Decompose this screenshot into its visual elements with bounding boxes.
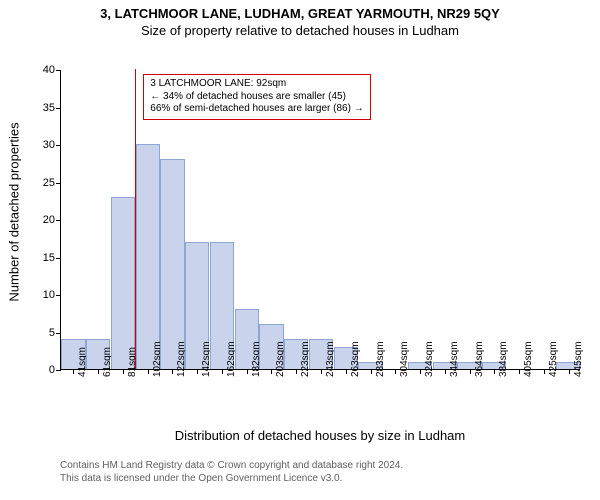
x-tick-mark (271, 369, 272, 374)
y-tick-mark (56, 220, 61, 221)
histogram-bar (160, 159, 184, 369)
x-tick-mark (197, 369, 198, 374)
x-tick-mark (346, 369, 347, 374)
x-tick-mark (470, 369, 471, 374)
annotation-box: 3 LATCHMOOR LANE: 92sqm← 34% of detached… (143, 74, 370, 120)
x-tick-mark (73, 369, 74, 374)
x-tick-mark (445, 369, 446, 374)
histogram-bar (111, 197, 135, 370)
x-tick-label: 283sqm (375, 341, 386, 377)
property-size-marker (135, 69, 136, 369)
x-tick-mark (148, 369, 149, 374)
y-tick-label: 30 (43, 139, 55, 151)
x-tick-mark (222, 369, 223, 374)
x-tick-mark (494, 369, 495, 374)
annotation-line: ← 34% of detached houses are smaller (45… (150, 91, 363, 104)
chart-title-desc: Size of property relative to detached ho… (0, 21, 600, 38)
y-tick-mark (56, 183, 61, 184)
y-tick-label: 0 (49, 364, 55, 376)
y-tick-label: 15 (43, 252, 55, 264)
x-tick-label: 364sqm (474, 341, 485, 377)
x-axis-label: Distribution of detached houses by size … (60, 428, 580, 443)
x-tick-mark (371, 369, 372, 374)
x-tick-label: 405sqm (523, 341, 534, 377)
x-tick-label: 445sqm (573, 341, 584, 377)
y-axis-label: Number of detached properties (7, 122, 22, 301)
x-tick-mark (321, 369, 322, 374)
x-tick-mark (544, 369, 545, 374)
x-tick-label: 344sqm (449, 341, 460, 377)
y-tick-mark (56, 145, 61, 146)
chart-plot-area: 051015202530354041sqm61sqm81sqm102sqm122… (60, 70, 580, 370)
y-tick-mark (56, 370, 61, 371)
x-tick-mark (247, 369, 248, 374)
x-tick-label: 384sqm (498, 341, 509, 377)
annotation-line: 3 LATCHMOOR LANE: 92sqm (150, 78, 363, 91)
x-tick-mark (395, 369, 396, 374)
chart-title-address: 3, LATCHMOOR LANE, LUDHAM, GREAT YARMOUT… (0, 0, 600, 21)
x-tick-mark (519, 369, 520, 374)
histogram-bar (136, 144, 160, 369)
x-tick-label: 425sqm (548, 341, 559, 377)
y-tick-label: 35 (43, 102, 55, 114)
x-tick-mark (569, 369, 570, 374)
footer-line-1: Contains HM Land Registry data © Crown c… (60, 460, 403, 473)
x-tick-mark (172, 369, 173, 374)
x-tick-mark (420, 369, 421, 374)
y-tick-label: 40 (43, 64, 55, 76)
x-tick-mark (296, 369, 297, 374)
y-tick-label: 10 (43, 289, 55, 301)
chart-footer: Contains HM Land Registry data © Crown c… (60, 460, 403, 485)
y-tick-mark (56, 258, 61, 259)
y-tick-label: 25 (43, 177, 55, 189)
x-tick-label: 263sqm (350, 341, 361, 377)
x-tick-mark (98, 369, 99, 374)
y-tick-mark (56, 333, 61, 334)
x-tick-mark (123, 369, 124, 374)
annotation-line: 66% of semi-detached houses are larger (… (150, 103, 363, 116)
x-tick-label: 324sqm (424, 341, 435, 377)
y-tick-mark (56, 70, 61, 71)
y-tick-label: 20 (43, 214, 55, 226)
y-tick-mark (56, 108, 61, 109)
x-tick-label: 304sqm (399, 341, 410, 377)
y-tick-label: 5 (49, 327, 55, 339)
footer-line-2: This data is licensed under the Open Gov… (60, 473, 403, 486)
y-tick-mark (56, 295, 61, 296)
